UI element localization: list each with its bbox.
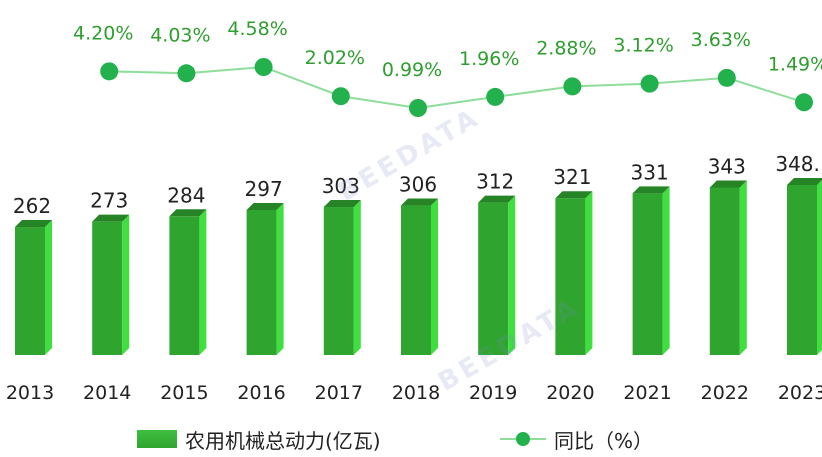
bar-top [787,178,822,185]
x-tick-label: 2023 [778,382,822,404]
bar [632,193,663,355]
line-point [254,58,273,76]
bar-top [92,214,130,222]
line-point [563,77,582,96]
bar-value-label: 312 [476,170,514,194]
line-value-label: 1.49% [768,53,822,75]
bar-top [632,186,670,194]
line-point [100,62,119,81]
x-tick-label: 2016 [237,382,285,404]
x-tick-label: 2013 [6,382,54,404]
line-value-label: 4.58% [227,18,287,40]
bar-side [276,202,284,355]
line-value-label: 2.02% [305,47,365,69]
bar [787,185,817,355]
bar-side [585,191,593,355]
bar-value-label: 331 [631,160,669,184]
bar [246,209,277,355]
bar-value-label: 284 [167,183,205,207]
legend-bar-swatch [137,430,177,448]
bar-side [739,180,747,355]
legend-line-item: 同比（%） [500,424,653,454]
bar-top [401,198,438,206]
x-tick-label: 2019 [469,382,517,404]
x-tick-label: 2017 [315,382,363,404]
line-value-label: 2.88% [536,37,596,59]
x-tick-label: 2021 [623,382,671,404]
line-value-label: 3.63% [691,29,751,51]
line-point [795,93,813,112]
bar [15,227,45,355]
line-value-label: 4.20% [73,22,133,44]
bar-top [323,200,361,208]
line-point [640,74,659,93]
legend-bar-label: 农用机械总动力(亿瓦) [185,428,381,453]
bar-value-label: 303 [322,174,360,198]
bar [555,198,586,355]
line-point [717,68,736,87]
bar [169,216,200,355]
legend-bar-item: 农用机械总动力(亿瓦) [137,424,381,454]
bar-top [15,220,52,228]
line-point [177,64,196,83]
bar-side [353,200,361,355]
bar-top [555,191,593,199]
x-tick-label: 2020 [546,382,594,404]
line-value-label: 1.96% [459,48,519,70]
x-tick-label: 2015 [160,382,208,404]
bar [478,202,509,355]
bar-side [508,195,516,355]
line-value-label: 3.12% [613,35,673,57]
bar [323,207,354,355]
bar-top [709,180,747,188]
bar [709,187,740,355]
legend-line-swatch [500,430,546,448]
bar-side [45,220,52,355]
x-tick-label: 2022 [701,382,749,404]
x-tick-label: 2018 [392,382,440,404]
bar-side [431,198,438,355]
line-path [109,65,805,110]
bar-value-label: 306 [399,173,437,197]
bar-side [199,209,207,355]
bar [401,205,431,355]
line-point [486,87,505,106]
bar-top [246,202,284,210]
bar-value-label: 297 [245,177,283,201]
bar-top [169,209,207,217]
legend-line-label: 同比（%） [554,428,654,453]
bar-value-label: 348.1 [775,152,822,176]
x-tick-label: 2014 [83,382,131,404]
line-value-label: 4.03% [150,24,210,46]
bar [92,221,123,355]
line-value-label: 0.99% [382,59,442,81]
bar-value-label: 273 [90,189,128,213]
line-point [331,87,350,106]
bar-top [478,195,516,203]
bar-side [817,180,822,355]
bar-side [122,214,130,355]
line-point [409,99,427,117]
bar-side [662,186,670,355]
bar-value-label: 262 [13,194,51,218]
bar-value-label: 343 [708,154,746,178]
bar-value-label: 321 [553,165,591,189]
